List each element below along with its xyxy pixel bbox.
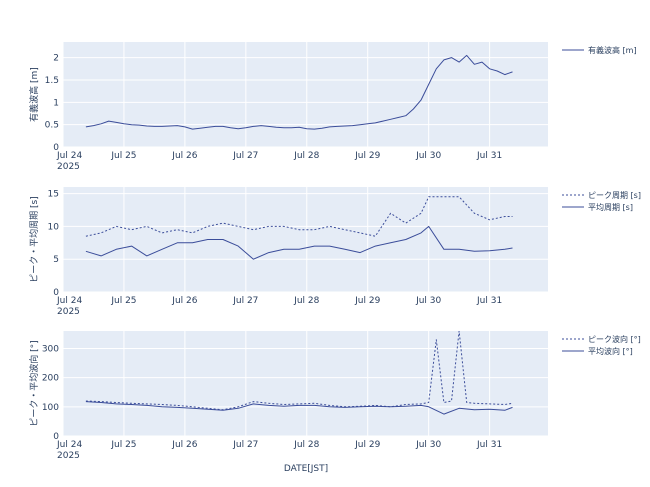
- x-tick-label: Jul 24: [56, 440, 82, 450]
- x-tick-label: Jul 27: [232, 151, 258, 161]
- x-tick-label: Jul 28: [293, 151, 319, 161]
- y-tick-label: 200: [42, 374, 59, 384]
- series-line-1: [85, 331, 513, 411]
- x-tick-label: Jul 29: [354, 440, 380, 450]
- y-tick-label: 0: [53, 432, 59, 442]
- legend-entry: ピーク周期 [s]: [562, 191, 641, 200]
- x-tick-label: Jul 25: [110, 151, 136, 161]
- legend-entry: ピーク波向 [°]: [562, 334, 641, 344]
- y-tick-label: 0: [53, 288, 59, 298]
- x-tick-label: Jul 24: [56, 151, 82, 161]
- x-tick-label: Jul 26: [171, 151, 197, 161]
- x-tick-label: Jul 25: [110, 296, 136, 306]
- x-tick-label: Jul 30: [415, 440, 441, 450]
- y-tick-label: 15: [48, 190, 59, 200]
- legend-label: 平均波向 [°]: [588, 346, 633, 356]
- y-tick-label: 1.5: [45, 76, 59, 86]
- legend-entry: 有義波高 [m]: [562, 45, 637, 55]
- x-tick-label: Jul 24: [56, 296, 82, 306]
- x-tick-year: 2025: [57, 307, 80, 317]
- y-axis-title: ピーク・平均波向 [°]: [28, 340, 40, 426]
- x-tick-label: Jul 26: [171, 296, 197, 306]
- y-tick-label: 10: [48, 222, 60, 232]
- legend-entry: 平均波向 [°]: [562, 346, 633, 356]
- series-line-2: [85, 225, 513, 260]
- x-tick-label: Jul 25: [110, 440, 136, 450]
- x-tick-label: Jul 27: [232, 296, 258, 306]
- legend-label: ピーク波向 [°]: [588, 334, 641, 344]
- x-tick-label: Jul 27: [232, 440, 258, 450]
- y-axis-title: ピーク・平均周期 [s]: [28, 196, 40, 282]
- y-axis-title: 有義波高 [m]: [28, 67, 40, 122]
- plot-background: [63, 42, 548, 147]
- series-line-2: [85, 401, 513, 415]
- y-tick-label: 5: [53, 255, 59, 265]
- y-tick-label: 1: [53, 98, 59, 108]
- x-tick-label: Jul 26: [171, 440, 197, 450]
- series-line-1: [85, 196, 513, 237]
- x-tick-label: Jul 28: [293, 440, 319, 450]
- x-tick-label: Jul 28: [293, 296, 319, 306]
- x-tick-year: 2025: [57, 162, 80, 172]
- y-tick-label: 300: [42, 345, 59, 355]
- x-tick-label: Jul 29: [354, 296, 380, 306]
- legend-label: ピーク周期 [s]: [588, 191, 641, 200]
- x-tick-label: Jul 30: [415, 296, 441, 306]
- x-axis-title: DATE[JST]: [284, 464, 328, 474]
- x-tick-label: Jul 31: [476, 440, 502, 450]
- x-tick-label: Jul 29: [354, 151, 380, 161]
- legend-label: 有義波高 [m]: [588, 45, 637, 55]
- x-tick-label: Jul 30: [415, 151, 441, 161]
- legend-label: 平均周期 [s]: [588, 202, 633, 212]
- y-tick-label: 100: [42, 403, 59, 413]
- x-tick-year: 2025: [57, 451, 80, 461]
- series-line-1: [85, 54, 513, 130]
- y-tick-label: 0: [53, 143, 59, 153]
- x-tick-label: Jul 31: [476, 296, 502, 306]
- plot-background: [63, 187, 548, 292]
- x-tick-label: Jul 31: [476, 151, 502, 161]
- plot-background: [63, 331, 548, 436]
- legend-entry: 平均周期 [s]: [562, 202, 633, 212]
- y-tick-label: 2: [53, 54, 59, 64]
- y-tick-label: 0.5: [45, 121, 59, 131]
